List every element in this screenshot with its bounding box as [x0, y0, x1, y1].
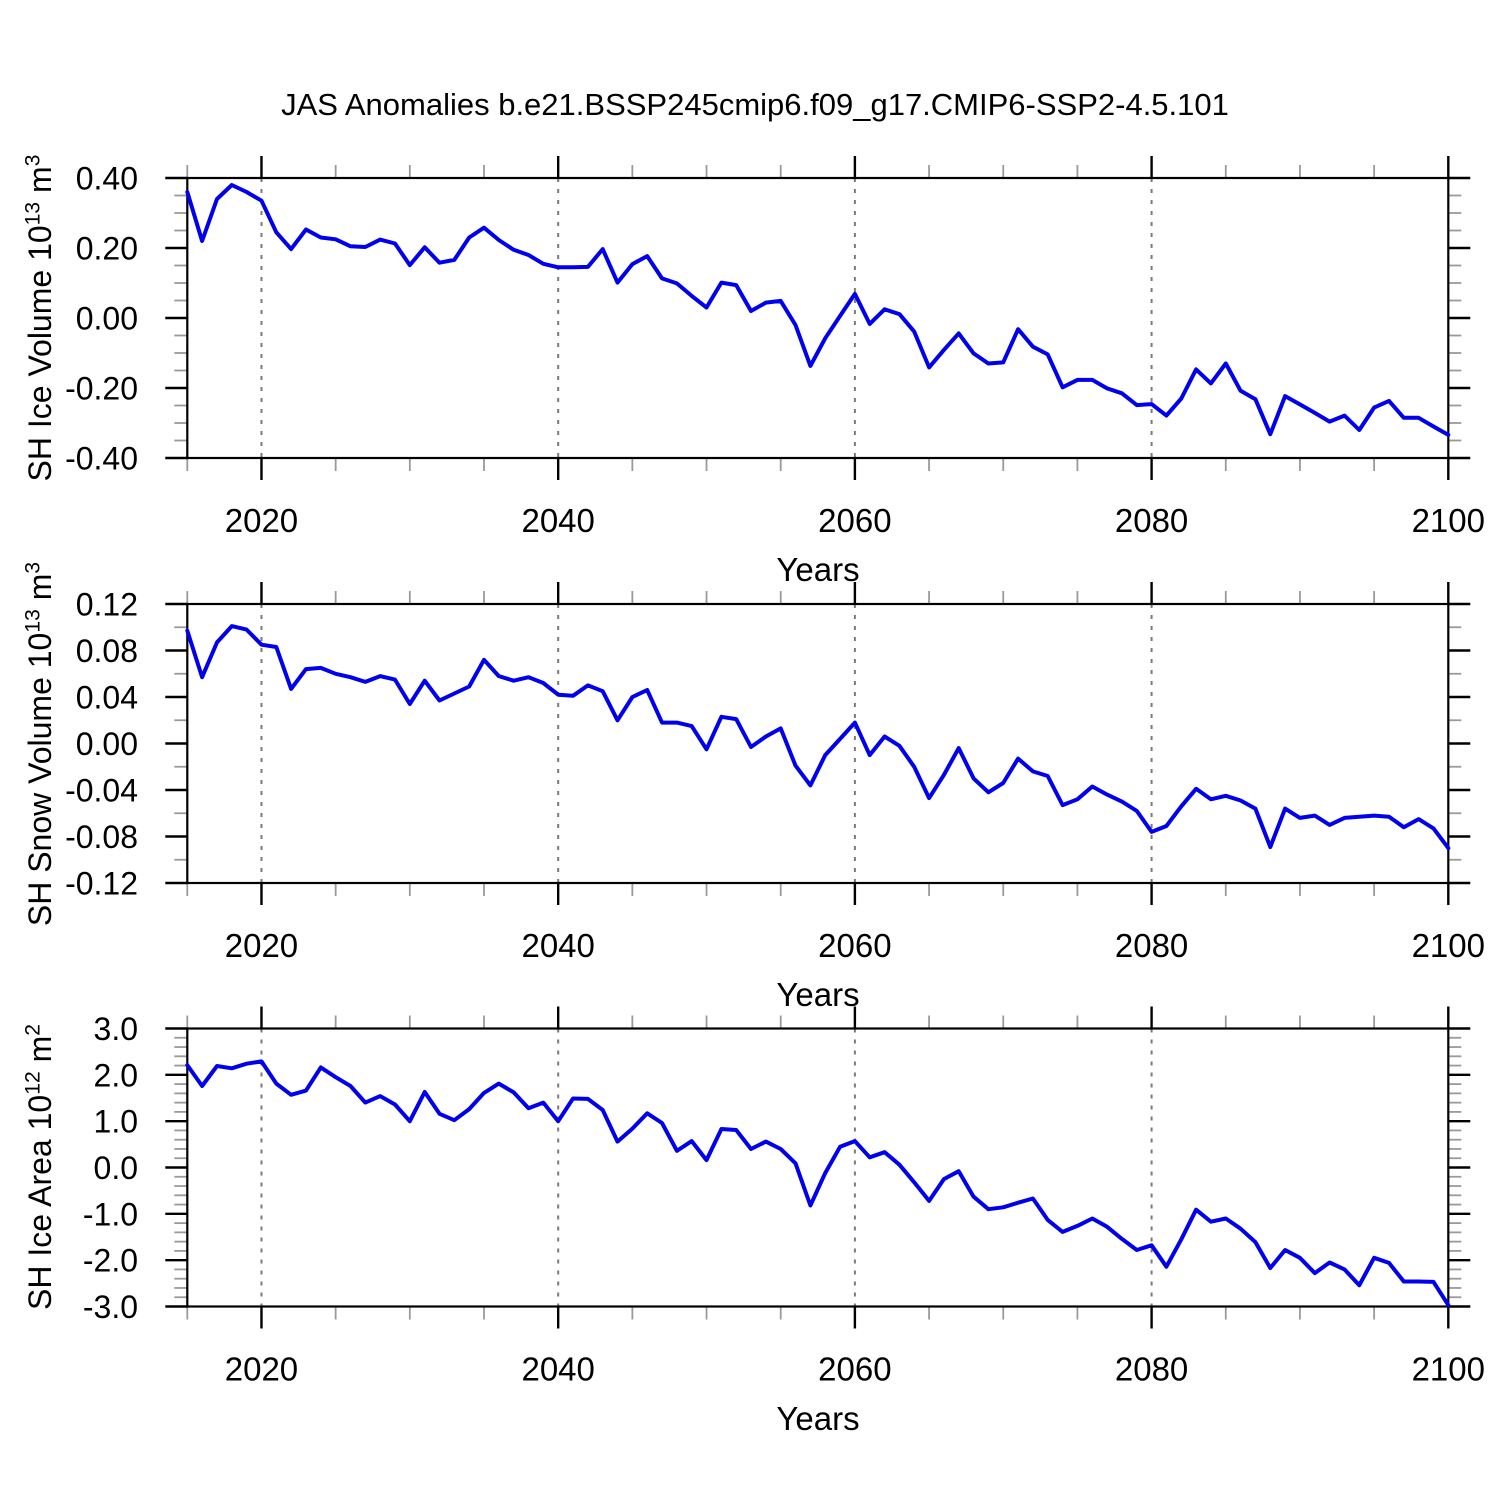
- panel-3-y-tick-label: -1.0: [83, 1196, 138, 1232]
- panel-2-data-line-sh-snow-volume: [185, 624, 1451, 851]
- panel-2-x-tick-label: 2040: [521, 927, 594, 964]
- panel-1-x-tick-label: 2020: [225, 502, 298, 539]
- panel-3-x-tick-label: 2020: [225, 1351, 298, 1388]
- panel-2-x-tick-label: 2060: [818, 927, 891, 964]
- panel-1-x-tick-label: 2100: [1412, 502, 1485, 539]
- y-axis-label-unit: m: [22, 166, 58, 202]
- panel-3-y-tick-label: 3.0: [94, 1011, 138, 1047]
- panel-2-y-tick-label: 0.00: [76, 726, 138, 762]
- panel-1-y-tick-label: 0.20: [76, 231, 138, 267]
- y-axis-label-unit-exponent: 3: [21, 561, 45, 574]
- panel-1-y-tick-label: 0.00: [76, 301, 138, 337]
- panel-3-x-tick-label: 2080: [1115, 1351, 1188, 1388]
- y-axis-label-exponent: 13: [21, 609, 45, 633]
- panel-3-y-tick-label: 1.0: [94, 1104, 138, 1140]
- panel-3-x-tick-label: 2040: [521, 1351, 594, 1388]
- panel-2-y-tick-label: 0.12: [76, 587, 138, 623]
- y-axis-label-exponent: 13: [21, 201, 45, 226]
- panel-1-x-tick-label: 2080: [1115, 502, 1188, 539]
- x-axis-label-panel-1: Years: [776, 551, 860, 588]
- chart-title: JAS Anomalies b.e21.BSSP245cmip6.f09_g17…: [281, 87, 1229, 122]
- x-axis-label-panel-3: Years: [776, 1400, 860, 1437]
- panel-2-x-tick-label: 2100: [1412, 927, 1485, 964]
- y-axis-label-unit: m: [22, 573, 58, 610]
- panel-1-y-tick-label: -0.40: [65, 441, 138, 477]
- panel-2-x-tick-label: 2080: [1115, 927, 1188, 964]
- panel-2-x-tick-label: 2020: [225, 927, 298, 964]
- panel-2-frame: [186, 602, 1450, 885]
- y-axis-label-unit-exponent: 2: [21, 1024, 45, 1036]
- panel-2-y-tick-label: 0.08: [76, 633, 138, 669]
- panel-1-y-tick-label: 0.40: [76, 161, 138, 197]
- panel-3-x-tick-label: 2100: [1412, 1351, 1485, 1388]
- panel-2-y-tick-label: 0.04: [76, 680, 138, 716]
- panel-3-data-line-sh-ice-area: [185, 1059, 1451, 1308]
- panel-2-y-tick-label: -0.08: [65, 819, 138, 855]
- panel-3-frame: [186, 1027, 1450, 1308]
- panel-1-x-tick-label: 2060: [818, 502, 891, 539]
- y-axis-label-exponent: 12: [21, 1071, 45, 1095]
- panel-3-y-tick-label: -3.0: [83, 1289, 138, 1325]
- panel-1-x-tick-label: 2040: [521, 502, 594, 539]
- panel-1-frame: [186, 176, 1450, 460]
- y-axis-label-ice-area: SH Ice Area 1012 m2: [20, 817, 60, 1500]
- panel-2-y-tick-label: -0.12: [65, 866, 138, 902]
- y-axis-label-text: SH Ice Area 10: [22, 1094, 58, 1311]
- panel-2-y-tick-label: -0.04: [65, 773, 138, 809]
- panel-3-y-tick-label: -2.0: [83, 1243, 138, 1279]
- y-axis-label-unit-exponent: 3: [21, 154, 45, 167]
- panel-3-y-tick-label: 0.0: [94, 1150, 138, 1186]
- panel-3-y-tick-label: 2.0: [94, 1057, 138, 1093]
- panel-3-x-tick-label: 2060: [818, 1351, 891, 1388]
- panel-1-y-tick-label: -0.20: [65, 371, 138, 407]
- x-axis-label-panel-2: Years: [776, 976, 860, 1013]
- panel-1-data-line-sh-ice-volume: [185, 183, 1451, 437]
- y-axis-label-unit: m: [22, 1035, 58, 1072]
